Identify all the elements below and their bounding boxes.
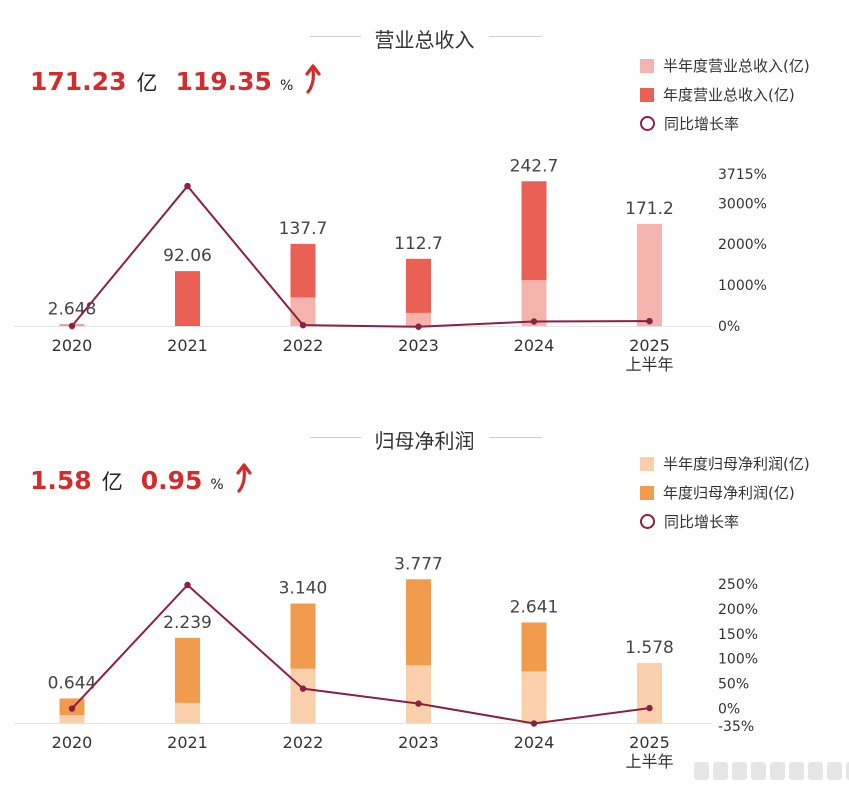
bar-half-2023 xyxy=(406,665,431,723)
legend-item-growth: 同比增长率 xyxy=(640,109,810,138)
growth-point-2024 xyxy=(530,318,538,325)
bar-half-2022 xyxy=(290,297,316,326)
data-label: 171.2 xyxy=(625,199,674,219)
growth-rate-line xyxy=(71,184,650,328)
watermark xyxy=(694,762,849,780)
y2-tick-label: 0% xyxy=(718,702,740,718)
x-tick-label: 2025 xyxy=(629,336,670,355)
data-label: 3.140 xyxy=(279,579,328,599)
arrow-up-icon xyxy=(235,463,253,497)
profit-kpi-growth-unit: % xyxy=(210,477,224,493)
profit-title: 归母净利润 xyxy=(360,429,489,453)
data-label: 112.7 xyxy=(394,234,443,254)
growth-point-2025 xyxy=(646,317,653,325)
bar-half-2021 xyxy=(175,702,200,723)
profit-legend: 半年度归母净利润(亿) 年度归母净利润(亿) 同比增长率 xyxy=(640,449,810,536)
bar-half-2020 xyxy=(59,715,85,723)
x-tick-sublabel: 上半年 xyxy=(625,752,673,771)
revenue-panel: 营业总收入 171.23 亿 119.35% 半年度营业总收入(亿) 年度营业总收入… xyxy=(0,0,849,395)
profit-kpi-growth: 0.95 xyxy=(140,466,203,495)
circle-marker-icon xyxy=(640,514,655,529)
revenue-title: 营业总收入 xyxy=(360,28,489,52)
y2-tick-label: 1000% xyxy=(718,278,767,294)
x-tick-label: 2023 xyxy=(398,336,439,355)
y2-tick-label: 150% xyxy=(718,627,758,643)
arrow-up-icon xyxy=(304,64,322,98)
data-label: 137.7 xyxy=(279,219,328,239)
profit-kpi-value: 1.58 xyxy=(30,466,92,495)
x-tick-label: 2021 xyxy=(167,733,208,752)
x-tick-label: 2024 xyxy=(514,336,555,355)
bar-half-2022 xyxy=(290,668,316,723)
data-label: 2.641 xyxy=(510,598,559,618)
growth-point-2023 xyxy=(415,323,422,330)
growth-point-2025 xyxy=(646,704,653,712)
x-tick-label: 2020 xyxy=(52,733,93,752)
revenue-legend: 半年度营业总收入(亿) 年度营业总收入(亿) 同比增长率 xyxy=(640,51,810,138)
legend-item-growth: 同比增长率 xyxy=(640,507,810,536)
bar-half-2024 xyxy=(521,671,547,723)
x-tick-sublabel: 上半年 xyxy=(625,355,673,374)
legend-item-annual: 年度归母净利润(亿) xyxy=(640,478,810,507)
growth-point-2022 xyxy=(299,321,307,329)
growth-point-2022 xyxy=(299,685,307,692)
bar-half-2025 xyxy=(637,662,662,723)
y2-tick-label: 250% xyxy=(718,577,758,593)
y2-tick-label: 100% xyxy=(718,652,758,668)
x-tick-label: 2022 xyxy=(283,733,324,752)
growth-point-2020 xyxy=(68,705,76,712)
y2-tick-label: 50% xyxy=(718,677,749,693)
revenue-title-row: 营业总收入 xyxy=(0,24,849,53)
growth-point-2024 xyxy=(530,720,538,727)
revenue-kpi-growth-unit: % xyxy=(279,78,294,94)
growth-point-2023 xyxy=(415,700,422,707)
growth-rate-line xyxy=(71,583,650,725)
y2-tick-label: 0% xyxy=(718,319,740,335)
growth-point-2020 xyxy=(68,322,76,330)
y2-tick-label: 200% xyxy=(718,602,758,618)
x-tick-label: 2025 xyxy=(629,733,670,752)
y2-tick-label: 2000% xyxy=(718,237,767,253)
data-label: 92.06 xyxy=(163,246,212,266)
y2-tick-label: -35% xyxy=(718,719,754,735)
revenue-chart: 2.648 2020 92.06 2021 137.7 2022 112.7 2023 242.… xyxy=(14,156,767,374)
profit-kpi-unit: 亿 xyxy=(101,470,123,494)
profit-title-row: 归母净利润 xyxy=(0,425,849,454)
x-tick-label: 2023 xyxy=(398,733,439,752)
bar-half-2023 xyxy=(406,312,431,326)
data-label: 0.644 xyxy=(48,673,97,693)
revenue-kpi-growth: 119.35 xyxy=(175,67,272,96)
circle-marker-icon xyxy=(640,116,655,131)
data-label: 242.7 xyxy=(510,156,559,176)
x-tick-label: 2021 xyxy=(167,336,208,355)
profit-kpi: 1.58 亿 0.95% xyxy=(30,463,253,497)
profit-chart: 0.644 2020 2.239 2021 3.140 2022 3.777 2023 2.64… xyxy=(14,554,758,771)
legend-item-annual: 年度营业总收入(亿) xyxy=(640,80,810,109)
bar-annual-2021 xyxy=(175,271,200,326)
x-tick-label: 2024 xyxy=(514,733,555,752)
x-tick-label: 2020 xyxy=(52,336,93,355)
bar-half-2025 xyxy=(637,223,662,326)
data-label: 2.648 xyxy=(48,299,97,319)
revenue-kpi-unit: 亿 xyxy=(136,71,158,95)
data-label: 2.239 xyxy=(163,613,212,633)
revenue-kpi-value: 171.23 xyxy=(30,67,127,96)
legend-item-half: 半年度归母净利润(亿) xyxy=(640,449,810,478)
growth-point-2021 xyxy=(184,581,191,589)
y2-tick-label: 3000% xyxy=(718,196,767,212)
data-label: 3.777 xyxy=(394,554,443,574)
x-tick-label: 2022 xyxy=(283,336,324,355)
legend-item-half: 半年度营业总收入(亿) xyxy=(640,51,810,80)
profit-panel: 归母净利润 1.58 亿 0.95% 半年度归母净利润(亿) 年度归母净利润(亿) … xyxy=(0,395,849,791)
revenue-kpi: 171.23 亿 119.35% xyxy=(30,64,322,98)
data-label: 1.578 xyxy=(625,638,674,658)
y2-tick-label: 3715% xyxy=(718,167,767,183)
growth-point-2021 xyxy=(184,182,191,190)
